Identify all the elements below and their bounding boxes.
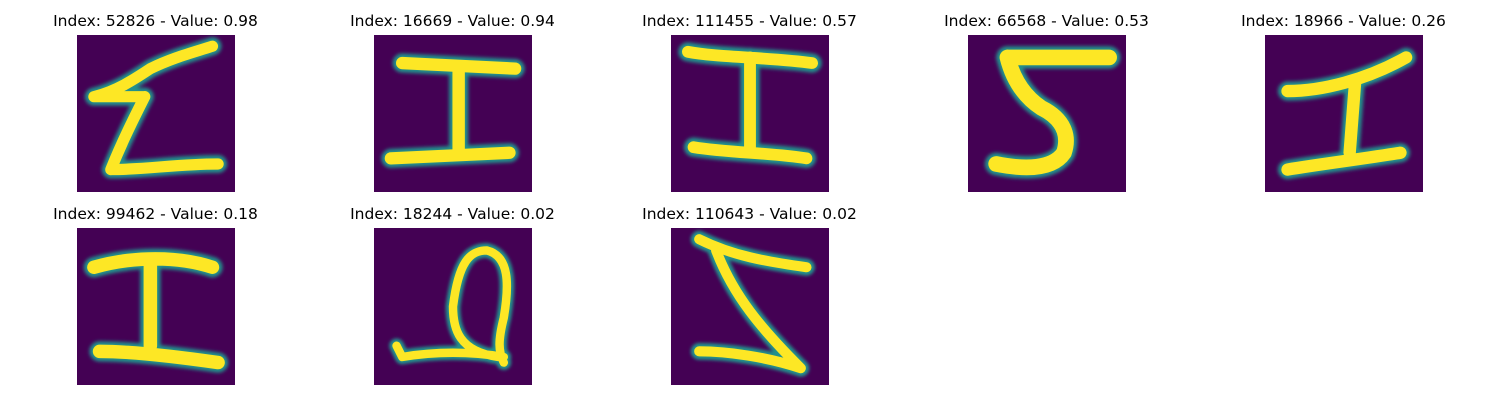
letter-image-i xyxy=(671,35,829,192)
sample-title: Index: 16669 - Value: 0.94 xyxy=(350,12,555,30)
sample-tile: Index: 18966 - Value: 0.26 xyxy=(1188,0,1488,195)
sample-image xyxy=(77,35,235,192)
sample-tile: Index: 18244 - Value: 0.02 xyxy=(297,193,597,388)
sample-tile: Index: 99462 - Value: 0.18 xyxy=(0,193,300,388)
letter-image-i xyxy=(77,228,235,385)
sample-title: Index: 110643 - Value: 0.02 xyxy=(642,205,857,223)
sample-tile: Index: 52826 - Value: 0.98 xyxy=(0,0,300,195)
sample-tile: Index: 111455 - Value: 0.57 xyxy=(594,0,894,195)
letter-image-i xyxy=(374,35,532,192)
sample-image xyxy=(77,228,235,385)
sample-title: Index: 18244 - Value: 0.02 xyxy=(350,205,555,223)
letter-image-s xyxy=(968,35,1126,192)
sample-image xyxy=(671,35,829,192)
sample-tile: Index: 110643 - Value: 0.02 xyxy=(594,193,894,388)
sample-image xyxy=(671,228,829,385)
letter-image-z xyxy=(671,228,829,385)
sample-title: Index: 52826 - Value: 0.98 xyxy=(53,12,258,30)
sample-title: Index: 18966 - Value: 0.26 xyxy=(1241,12,1446,30)
sample-image xyxy=(1265,35,1423,192)
sample-image xyxy=(374,228,532,385)
letter-image-loop xyxy=(374,228,532,385)
sample-tile: Index: 16669 - Value: 0.94 xyxy=(297,0,597,195)
sample-image xyxy=(374,35,532,192)
sample-image xyxy=(968,35,1126,192)
sample-title: Index: 111455 - Value: 0.57 xyxy=(642,12,857,30)
sample-title: Index: 66568 - Value: 0.53 xyxy=(944,12,1149,30)
letter-image-i xyxy=(1265,35,1423,192)
letter-image-sigma xyxy=(77,35,235,192)
sample-tile: Index: 66568 - Value: 0.53 xyxy=(891,0,1191,195)
sample-title: Index: 99462 - Value: 0.18 xyxy=(53,205,258,223)
